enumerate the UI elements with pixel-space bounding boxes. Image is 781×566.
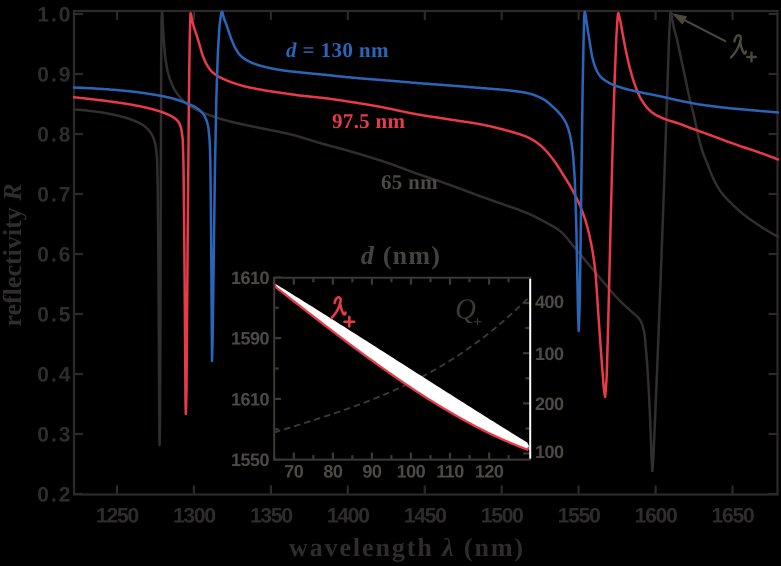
svg-text:1400: 1400 — [327, 505, 369, 528]
svg-text:1650: 1650 — [712, 505, 754, 528]
svg-text:0.4: 0.4 — [37, 364, 72, 387]
svg-text:wavelength λ (nm): wavelength λ (nm) — [289, 533, 525, 562]
svg-text:80: 80 — [323, 462, 343, 482]
svg-text:1500: 1500 — [481, 505, 523, 528]
svg-text:1610: 1610 — [231, 389, 270, 409]
svg-text:0.9: 0.9 — [37, 64, 72, 87]
svg-text:0.2: 0.2 — [37, 484, 72, 507]
svg-text:70: 70 — [284, 462, 304, 482]
svg-text:d = 130 nm: d = 130 nm — [286, 38, 389, 62]
svg-text:1300: 1300 — [173, 505, 215, 528]
svg-text:100: 100 — [397, 462, 426, 482]
svg-text:0.5: 0.5 — [37, 304, 72, 327]
svg-text:Q: Q — [455, 294, 476, 326]
svg-text:0.8: 0.8 — [37, 124, 72, 147]
svg-text:1450: 1450 — [404, 505, 446, 528]
svg-text:1550: 1550 — [231, 450, 270, 470]
svg-text:+: + — [473, 314, 482, 331]
svg-text:0.7: 0.7 — [37, 184, 72, 207]
svg-text:1590: 1590 — [231, 329, 270, 349]
svg-text:400: 400 — [535, 292, 564, 312]
svg-text:1610: 1610 — [231, 268, 270, 288]
svg-text:reflectivity R: reflectivity R — [0, 183, 27, 326]
svg-text:120: 120 — [475, 462, 504, 482]
svg-text:0.6: 0.6 — [37, 244, 72, 267]
svg-text:110: 110 — [436, 462, 464, 482]
svg-text:65 nm: 65 nm — [381, 170, 438, 194]
svg-text:1600: 1600 — [635, 505, 677, 528]
svg-text:90: 90 — [362, 462, 382, 482]
svg-text:1250: 1250 — [96, 505, 138, 528]
svg-text:100: 100 — [535, 344, 564, 364]
svg-text:1550: 1550 — [558, 505, 600, 528]
svg-text:200: 200 — [535, 394, 564, 414]
svg-text:d (nm): d (nm) — [361, 241, 441, 270]
svg-text:1350: 1350 — [250, 505, 292, 528]
svg-text:97.5 nm: 97.5 nm — [332, 109, 405, 133]
svg-text:1.0: 1.0 — [37, 4, 72, 27]
svg-text:100: 100 — [535, 442, 564, 462]
svg-text:0.3: 0.3 — [37, 424, 72, 447]
